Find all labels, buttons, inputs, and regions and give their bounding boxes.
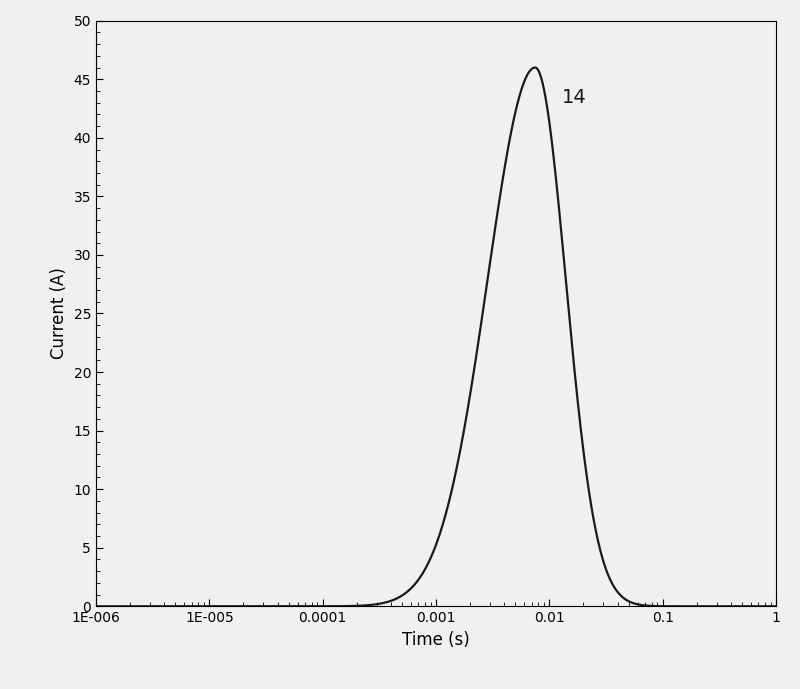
X-axis label: Time (s): Time (s) bbox=[402, 630, 470, 649]
Text: 14: 14 bbox=[562, 88, 587, 107]
Y-axis label: Current (A): Current (A) bbox=[50, 267, 68, 360]
